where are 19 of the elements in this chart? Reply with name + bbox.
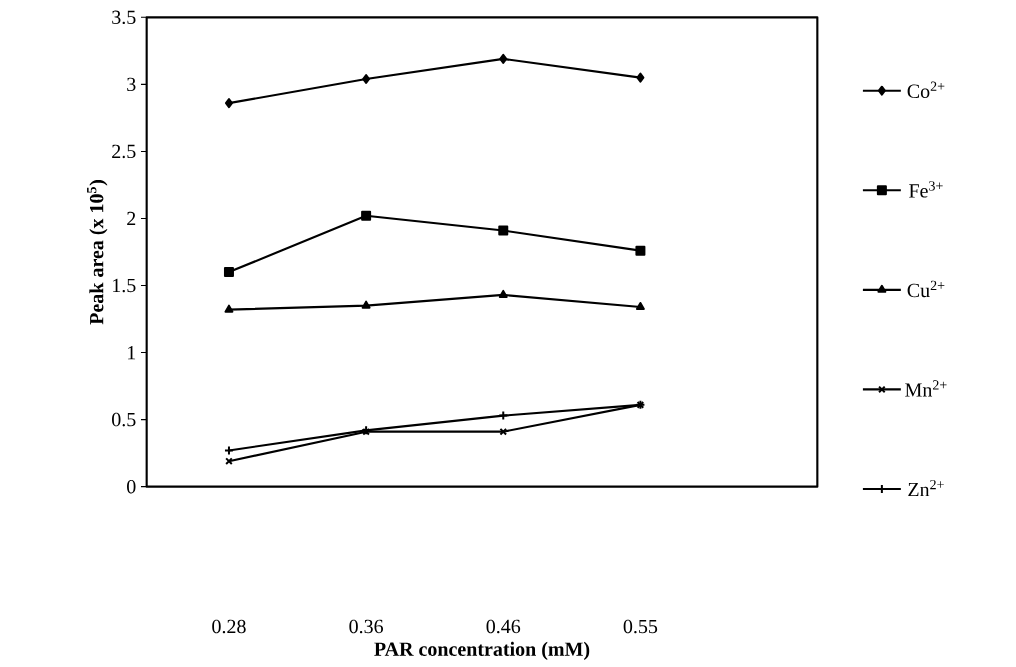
legend-label: Fe$^{3+}$	[909, 181, 943, 198]
legend-label: Zn$^{2+}$	[908, 480, 944, 497]
x-tick-label: 0.28	[212, 619, 246, 634]
legend-label: Co$^{2+}$	[907, 81, 945, 99]
y-tick-label: 0	[127, 480, 136, 494]
legend-label: Cu$^{2+}$	[907, 280, 945, 298]
x-tick-label: 0.55	[623, 619, 658, 634]
x-tick-label: 0.46	[486, 619, 521, 634]
y-tick-label: 0.5	[112, 412, 136, 427]
y-tick-label: 3.5	[112, 10, 136, 25]
legend-label: Mn$^{2+}$	[905, 380, 947, 397]
y-tick-label: 2.5	[112, 144, 136, 159]
x-tick-label: 0.36	[349, 619, 384, 634]
x-axis-title: PAR concentration (mM)	[374, 642, 590, 661]
y-tick-label: 3	[127, 77, 136, 92]
y-axis-title: Peak area (x 10$^{5}$)	[87, 180, 108, 325]
y-tick-label: 2	[127, 212, 136, 226]
y-tick-label: 1.5	[113, 278, 136, 293]
y-tick-label: 1	[128, 346, 136, 360]
